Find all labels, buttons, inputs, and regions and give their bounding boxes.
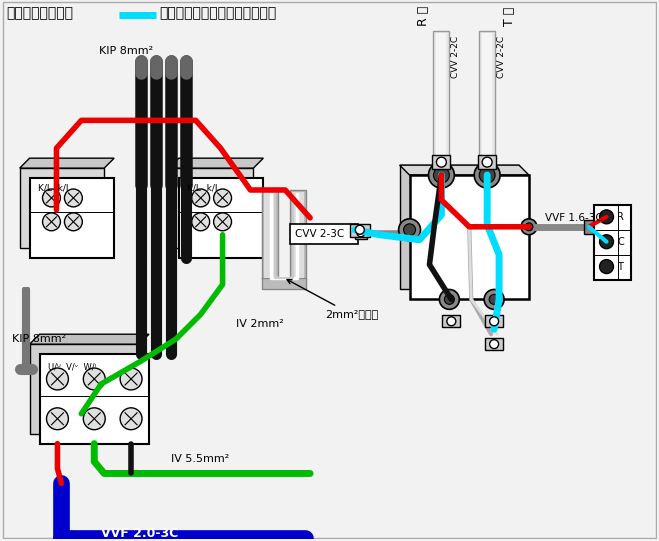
Text: C: C bbox=[617, 237, 624, 247]
Text: 》概念図》図中の: 》概念図》図中の bbox=[7, 6, 74, 20]
Text: IV 2mm²: IV 2mm² bbox=[235, 319, 283, 329]
Polygon shape bbox=[20, 158, 114, 168]
Circle shape bbox=[120, 408, 142, 430]
Bar bbox=[290, 190, 306, 280]
Circle shape bbox=[403, 224, 416, 236]
Circle shape bbox=[479, 167, 495, 183]
Bar bbox=[478, 155, 496, 169]
Text: U/ᵁ  V/ᵛ  W/ˡ: U/ᵁ V/ᵛ W/ˡ bbox=[47, 362, 96, 371]
Text: IV 5.5mm²: IV 5.5mm² bbox=[171, 453, 229, 464]
Text: CVV 2-3C: CVV 2-3C bbox=[295, 229, 345, 239]
Circle shape bbox=[65, 189, 82, 207]
Bar bbox=[350, 224, 370, 237]
Bar bbox=[410, 175, 529, 299]
Bar bbox=[442, 315, 460, 327]
Circle shape bbox=[65, 213, 82, 231]
Text: は色別を問わないことを示す。: は色別を問わないことを示す。 bbox=[159, 6, 276, 20]
Circle shape bbox=[47, 368, 69, 390]
Circle shape bbox=[83, 368, 105, 390]
Bar bbox=[292, 192, 304, 278]
Bar bbox=[30, 344, 139, 434]
Text: VVF 2.0-3C: VVF 2.0-3C bbox=[101, 526, 179, 540]
Text: KIP 8mm²: KIP 8mm² bbox=[12, 334, 66, 344]
Text: T 相: T 相 bbox=[503, 6, 515, 26]
Circle shape bbox=[43, 213, 61, 231]
Text: VVF 1.6-3C: VVF 1.6-3C bbox=[545, 213, 602, 223]
Circle shape bbox=[521, 219, 537, 235]
Polygon shape bbox=[30, 334, 149, 344]
Bar bbox=[264, 192, 276, 278]
Circle shape bbox=[214, 189, 231, 207]
Bar bbox=[485, 315, 503, 327]
Circle shape bbox=[440, 289, 459, 309]
Bar bbox=[485, 338, 503, 350]
Bar bbox=[355, 227, 367, 239]
Circle shape bbox=[120, 368, 142, 390]
Circle shape bbox=[489, 294, 499, 305]
Circle shape bbox=[192, 213, 210, 231]
Bar bbox=[584, 220, 594, 234]
Bar bbox=[482, 33, 492, 176]
Text: KIP 8mm²: KIP 8mm² bbox=[100, 45, 154, 56]
Circle shape bbox=[490, 340, 499, 348]
Text: CVV 2-2C: CVV 2-2C bbox=[451, 36, 461, 78]
Bar bbox=[290, 224, 358, 243]
Bar bbox=[436, 33, 446, 176]
Circle shape bbox=[214, 213, 231, 231]
Circle shape bbox=[482, 157, 492, 167]
Text: K/L  k/l: K/L k/l bbox=[186, 183, 217, 192]
Polygon shape bbox=[169, 158, 264, 168]
Text: K/L  k/l: K/L k/l bbox=[38, 183, 68, 192]
Bar bbox=[179, 178, 264, 258]
Bar bbox=[594, 205, 631, 280]
Circle shape bbox=[192, 189, 210, 207]
Circle shape bbox=[428, 162, 454, 188]
Bar bbox=[434, 31, 449, 178]
Bar bbox=[432, 155, 450, 169]
Bar bbox=[399, 165, 519, 289]
Circle shape bbox=[357, 229, 365, 237]
Circle shape bbox=[47, 408, 69, 430]
Circle shape bbox=[447, 317, 456, 326]
Circle shape bbox=[600, 235, 614, 249]
Circle shape bbox=[490, 317, 499, 326]
Bar bbox=[262, 278, 306, 289]
Bar bbox=[20, 168, 104, 248]
Bar bbox=[30, 178, 114, 258]
Circle shape bbox=[43, 189, 61, 207]
Bar bbox=[40, 354, 149, 444]
Bar bbox=[262, 190, 278, 280]
Text: R: R bbox=[617, 212, 624, 222]
Circle shape bbox=[355, 225, 364, 234]
Polygon shape bbox=[399, 165, 529, 175]
Circle shape bbox=[600, 210, 614, 224]
Circle shape bbox=[444, 294, 454, 305]
Text: CVV 2-2C: CVV 2-2C bbox=[497, 36, 506, 78]
Text: T: T bbox=[617, 262, 623, 272]
Circle shape bbox=[525, 223, 533, 231]
Circle shape bbox=[83, 408, 105, 430]
Circle shape bbox=[434, 167, 449, 183]
Bar bbox=[169, 168, 254, 248]
Circle shape bbox=[484, 289, 504, 309]
Text: R 相: R 相 bbox=[417, 5, 430, 26]
Circle shape bbox=[600, 260, 614, 274]
Text: 2mm²（白）: 2mm²（白） bbox=[287, 280, 378, 319]
Circle shape bbox=[474, 162, 500, 188]
Circle shape bbox=[436, 157, 446, 167]
Circle shape bbox=[399, 219, 420, 241]
Bar bbox=[479, 31, 495, 178]
